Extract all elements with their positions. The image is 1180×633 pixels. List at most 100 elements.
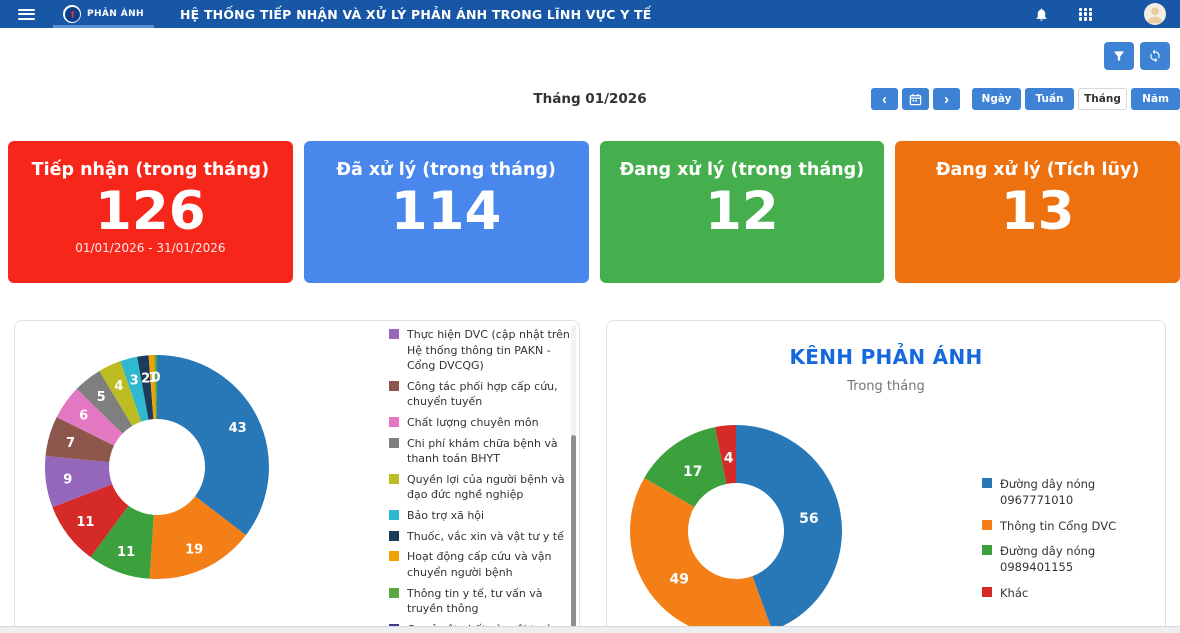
legend-swatch — [389, 510, 399, 521]
donut-slice[interactable] — [715, 425, 736, 484]
refresh-icon — [1150, 49, 1160, 63]
apps-menu-button[interactable] — [1079, 7, 1144, 21]
view-button[interactable]: Tháng — [1078, 88, 1127, 110]
donut-slice[interactable] — [76, 370, 133, 434]
donut-slice[interactable] — [120, 356, 149, 422]
legend-swatch — [389, 473, 399, 484]
slice-label: 4 — [114, 379, 123, 394]
legend-item[interactable]: Chất lượng chuyên môn — [389, 415, 575, 431]
slice-label: 11 — [117, 545, 135, 560]
chart-subtitle: Trong tháng — [847, 379, 925, 394]
legend-swatch — [389, 380, 399, 391]
legend-swatch — [982, 544, 992, 555]
hamburger-menu-icon[interactable] — [18, 8, 35, 20]
period-controls: ‹ › Ngày Tuần Tháng Năm — [871, 88, 1180, 110]
slice-label: 11 — [76, 515, 94, 530]
user-avatar[interactable] — [1144, 3, 1166, 25]
legend-swatch — [982, 478, 992, 488]
stat-card-title: Đang xử lý (trong tháng) — [619, 160, 865, 180]
stat-card[interactable]: Đã xử lý (trong tháng) 114 — [303, 141, 589, 283]
slice-label: 43 — [229, 421, 247, 436]
brand-label: PHẢN ÁNH — [87, 9, 144, 19]
nav-item-phan-anh[interactable]: PHẢN ÁNH — [49, 0, 158, 28]
legend-item[interactable]: Bảo trợ xã hội — [389, 508, 575, 524]
donut-slice[interactable] — [154, 355, 157, 420]
slice-label: 5 — [97, 390, 106, 405]
donut-slice[interactable] — [149, 496, 246, 580]
next-period-button[interactable]: › — [933, 88, 960, 110]
legend-label: Thông tin y tế, tư vấn và truyền thông — [407, 586, 543, 616]
slice-label: 49 — [670, 572, 689, 588]
stat-card-title: Đang xử lý (Tích lũy) — [935, 160, 1140, 180]
donut-slice[interactable] — [56, 388, 123, 446]
donut-slice[interactable] — [99, 361, 142, 426]
stat-card-title: Đã xử lý (trong tháng) — [336, 160, 556, 180]
legend-item[interactable]: Khác — [982, 585, 1162, 601]
app-title: HỆ THỐNG TIẾP NHẬN VÀ XỬ LÝ PHẢN ÁNH TRO… — [180, 6, 652, 22]
slice-label: 2 — [141, 371, 150, 386]
legend-swatch — [982, 519, 992, 530]
calendar-icon — [909, 93, 922, 105]
legend-label: Đường dây nóng 0989401155 — [1000, 543, 1096, 575]
legend-swatch — [389, 417, 399, 428]
slice-label: 0 — [151, 371, 160, 386]
slice-label: 56 — [799, 511, 818, 527]
stat-card-subtitle — [304, 241, 589, 256]
donut-slice[interactable] — [630, 478, 773, 633]
stat-card-subtitle — [895, 241, 1180, 256]
legend-item[interactable]: Thông tin y tế, tư vấn và truyền thông — [389, 586, 575, 617]
legend-item[interactable]: Đường dây nóng 0967771010 — [982, 476, 1162, 509]
feedback-categories-legend: Thực hiện DVC (cập nhật trên Hệ thống th… — [389, 327, 575, 633]
period-row: Tháng 01/2026 ‹ › Ngày Tuần Tháng Năm — [0, 88, 1180, 114]
stat-card[interactable]: Đang xử lý (Tích lũy) 13 — [895, 141, 1180, 283]
legend-swatch — [982, 586, 992, 597]
donut-slice[interactable] — [148, 355, 156, 420]
donut-slice[interactable] — [157, 355, 269, 536]
legend-item[interactable]: Đường dây nóng 0989401155 — [982, 543, 1162, 576]
donut-slice[interactable] — [45, 417, 115, 463]
legend-item[interactable]: Thực hiện DVC (cập nhật trên Hệ thống th… — [389, 327, 575, 374]
legend-label: Bảo trợ xã hội — [407, 509, 485, 523]
slice-label: 1 — [148, 371, 157, 386]
legend-item[interactable]: Thuốc, vắc xin và vật tư y tế — [389, 529, 575, 545]
legend-label: Khác — [1000, 585, 1029, 600]
legend-item[interactable]: Quyền lợi của người bệnh và đạo đức nghề… — [389, 472, 575, 503]
current-period-label: Tháng 01/2026 — [533, 91, 647, 107]
legend-item[interactable]: Công tác phối hợp cấp cứu, chuyển tuyến — [389, 379, 575, 410]
donut-slice[interactable] — [90, 505, 154, 579]
slice-label: 19 — [185, 543, 203, 558]
toolbar — [0, 28, 1180, 72]
view-button[interactable]: Tuần — [1025, 88, 1074, 110]
slice-label: 17 — [683, 464, 702, 480]
legend-scrollbar-thumb[interactable] — [571, 435, 576, 633]
filter-button[interactable] — [1104, 42, 1134, 70]
calendar-button[interactable] — [902, 88, 929, 110]
donut-slice[interactable] — [45, 455, 113, 508]
chart-title: KÊNH PHẢN ÁNH — [789, 345, 983, 369]
donut-slice[interactable] — [644, 427, 727, 507]
horizontal-scrollbar[interactable] — [0, 626, 1180, 633]
view-button[interactable]: Ngày — [972, 88, 1021, 110]
refresh-button[interactable] — [1140, 42, 1170, 70]
stat-card[interactable]: Đang xử lý (trong tháng) 12 — [599, 141, 885, 283]
legend-item[interactable]: Hoạt động cấp cứu và vận chuyển người bệ… — [389, 549, 575, 580]
donut-slice[interactable] — [736, 425, 843, 631]
stat-cards: Tiếp nhận (trong tháng) 126 01/01/2026 - 3… — [8, 141, 1180, 283]
legend-scrollbar-track[interactable] — [571, 325, 576, 633]
notifications-button[interactable] — [1034, 7, 1049, 22]
donut-slice[interactable] — [52, 484, 129, 558]
donut-slice[interactable] — [137, 355, 154, 420]
legend-swatch — [389, 329, 399, 339]
legend-label: Thông tin Cổng DVC — [1000, 518, 1117, 533]
navbar: PHẢN ÁNH HỆ THỐNG TIẾP NHẬN VÀ XỬ LÝ PHẢ… — [0, 0, 1180, 28]
view-button[interactable]: Năm — [1131, 88, 1180, 110]
slice-label: 7 — [66, 436, 75, 451]
feedback-channels-donut-chart: 56 49 17 4 — [630, 425, 843, 633]
legend-swatch — [389, 530, 399, 541]
legend-item[interactable]: Thông tin Cổng DVC — [982, 518, 1162, 534]
stat-card[interactable]: Tiếp nhận (trong tháng) 126 01/01/2026 - 3… — [8, 141, 293, 283]
stat-card-subtitle: 01/01/2026 - 31/01/2026 — [75, 240, 226, 255]
prev-period-button[interactable]: ‹ — [871, 88, 898, 110]
legend-item[interactable]: Chi phí khám chữa bệnh và thanh toán BHY… — [389, 436, 575, 467]
